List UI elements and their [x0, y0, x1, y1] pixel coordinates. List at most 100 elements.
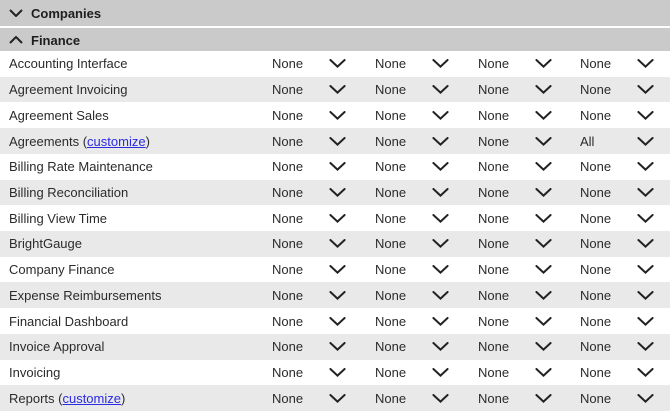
permission-dropdown-add[interactable]: None — [272, 108, 375, 123]
permission-dropdown-add[interactable]: None — [272, 159, 375, 174]
table-row: Financial Dashboard None None None — [0, 308, 670, 334]
chevron-down-icon — [637, 136, 654, 146]
chevron-down-icon — [432, 136, 449, 146]
customize-link[interactable]: customize — [87, 133, 146, 149]
permission-dropdown-delete[interactable]: None — [478, 365, 580, 380]
dropdown-value: None — [375, 133, 407, 149]
dropdown-value: None — [580, 159, 612, 175]
permission-dropdown-edit[interactable]: None — [375, 314, 478, 329]
section-divider — [0, 26, 670, 28]
permission-dropdown-delete[interactable]: None — [478, 159, 580, 174]
chevron-down-icon — [535, 213, 552, 223]
dropdown-value: None — [478, 159, 510, 175]
permission-dropdown-edit[interactable]: None — [375, 339, 478, 354]
dropdown-value: None — [478, 287, 510, 303]
permission-dropdown-add[interactable]: None — [272, 185, 375, 200]
permission-dropdown-edit[interactable]: None — [375, 82, 478, 97]
dropdown-value: None — [272, 339, 304, 355]
chevron-down-icon — [329, 316, 346, 326]
chevron-down-icon — [329, 213, 346, 223]
dropdown-value: None — [375, 159, 407, 175]
permission-label: Expense Reimbursements — [0, 288, 272, 303]
permission-dropdown-inquire[interactable]: None — [580, 185, 670, 200]
table-row: Agreement Invoicing None None None — [0, 76, 670, 103]
dropdown-value: None — [375, 184, 407, 200]
permission-dropdown-delete[interactable]: None — [478, 211, 580, 226]
dropdown-value: None — [478, 364, 510, 380]
permission-dropdown-add[interactable]: None — [272, 262, 375, 277]
permission-dropdown-add[interactable]: None — [272, 314, 375, 329]
permission-label: Invoicing — [0, 365, 272, 380]
permission-dropdown-edit[interactable]: None — [375, 108, 478, 123]
permission-dropdown-delete[interactable]: None — [478, 56, 580, 71]
permission-dropdown-inquire[interactable]: All — [580, 134, 670, 149]
permission-dropdown-add[interactable]: None — [272, 391, 375, 406]
permission-dropdown-edit[interactable]: None — [375, 391, 478, 406]
permission-dropdown-inquire[interactable]: None — [580, 288, 670, 303]
permission-dropdown-inquire[interactable]: None — [580, 339, 670, 354]
dropdown-value: None — [375, 56, 407, 72]
permission-dropdown-delete[interactable]: None — [478, 185, 580, 200]
permission-dropdown-edit[interactable]: None — [375, 185, 478, 200]
permission-dropdown-add[interactable]: None — [272, 339, 375, 354]
permission-dropdown-delete[interactable]: None — [478, 236, 580, 251]
chevron-down-icon — [535, 59, 552, 69]
dropdown-value: None — [478, 210, 510, 226]
permission-dropdown-add[interactable]: None — [272, 365, 375, 380]
permission-dropdown-delete[interactable]: None — [478, 82, 580, 97]
section-label-finance: Finance — [31, 32, 81, 48]
dropdown-value: None — [375, 107, 407, 123]
permission-label: BrightGauge — [0, 236, 272, 251]
permission-dropdown-delete[interactable]: None — [478, 339, 580, 354]
permission-dropdown-edit[interactable]: None — [375, 134, 478, 149]
permission-dropdown-add[interactable]: None — [272, 236, 375, 251]
permission-dropdown-delete[interactable]: None — [478, 108, 580, 123]
chevron-down-icon — [329, 290, 346, 300]
permission-dropdown-edit[interactable]: None — [375, 288, 478, 303]
permission-dropdown-inquire[interactable]: None — [580, 82, 670, 97]
permission-dropdown-inquire[interactable]: None — [580, 365, 670, 380]
permission-dropdown-inquire[interactable]: None — [580, 159, 670, 174]
chevron-down-icon — [329, 342, 346, 352]
permission-dropdown-edit[interactable]: None — [375, 365, 478, 380]
chevron-down-icon — [637, 59, 654, 69]
permission-dropdown-add[interactable]: None — [272, 288, 375, 303]
chevron-down-icon — [535, 85, 552, 95]
permission-label: Agreement Invoicing — [0, 82, 272, 97]
table-row: Billing Reconciliation None None None — [0, 179, 670, 206]
chevron-down-icon — [432, 342, 449, 352]
permission-dropdown-inquire[interactable]: None — [580, 56, 670, 71]
permission-dropdown-delete[interactable]: None — [478, 288, 580, 303]
permission-dropdown-edit[interactable]: None — [375, 262, 478, 277]
dropdown-value: None — [580, 236, 612, 252]
permission-dropdown-add[interactable]: None — [272, 82, 375, 97]
permission-name: Invoicing — [9, 364, 61, 380]
permission-dropdown-edit[interactable]: None — [375, 159, 478, 174]
permission-dropdown-inquire[interactable]: None — [580, 314, 670, 329]
dropdown-value: None — [375, 390, 407, 406]
permission-dropdown-delete[interactable]: None — [478, 134, 580, 149]
permission-dropdown-edit[interactable]: None — [375, 236, 478, 251]
permission-dropdown-inquire[interactable]: None — [580, 211, 670, 226]
permission-dropdown-inquire[interactable]: None — [580, 262, 670, 277]
permission-dropdown-edit[interactable]: None — [375, 211, 478, 226]
permission-dropdown-delete[interactable]: None — [478, 314, 580, 329]
permission-dropdown-add[interactable]: None — [272, 56, 375, 71]
dropdown-value: None — [478, 107, 510, 123]
permission-dropdown-edit[interactable]: None — [375, 56, 478, 71]
permission-name: Agreements ( — [9, 133, 88, 149]
chevron-down-icon — [535, 187, 552, 197]
permission-dropdown-add[interactable]: None — [272, 134, 375, 149]
permission-dropdown-inquire[interactable]: None — [580, 391, 670, 406]
dropdown-value: None — [580, 184, 612, 200]
section-header-finance[interactable]: Finance — [0, 28, 670, 51]
permission-dropdown-add[interactable]: None — [272, 211, 375, 226]
permission-dropdown-inquire[interactable]: None — [580, 236, 670, 251]
permission-dropdown-inquire[interactable]: None — [580, 108, 670, 123]
customize-link[interactable]: customize — [62, 390, 121, 406]
table-row: Company Finance None None None — [0, 256, 670, 283]
permission-dropdown-delete[interactable]: None — [478, 262, 580, 277]
permission-dropdown-delete[interactable]: None — [478, 391, 580, 406]
section-header-companies[interactable]: Companies — [0, 0, 670, 26]
